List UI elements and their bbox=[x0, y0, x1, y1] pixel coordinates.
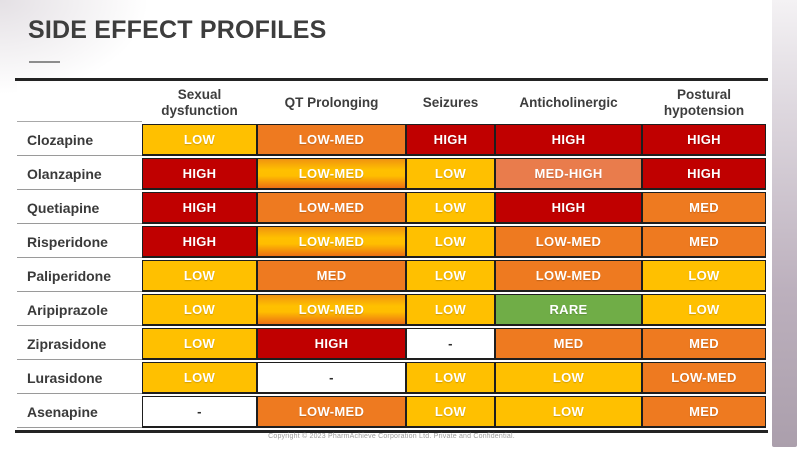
rating-cell: LOW bbox=[495, 362, 642, 394]
table-row: Quetiapine HIGH LOW-MED LOW HIGH MED bbox=[17, 192, 766, 224]
rating-cell: LOW bbox=[142, 328, 257, 360]
rating-cell: HIGH bbox=[257, 328, 406, 360]
rating-cell: MED bbox=[642, 192, 766, 224]
rating-cell: HIGH bbox=[642, 158, 766, 190]
table-row: Paliperidone LOW MED LOW LOW-MED LOW bbox=[17, 260, 766, 292]
corner-cell bbox=[17, 83, 142, 122]
rating-cell: LOW-MED bbox=[642, 362, 766, 394]
table-row: Ziprasidone LOW HIGH - MED MED bbox=[17, 328, 766, 360]
rating-cell: LOW bbox=[142, 260, 257, 292]
rating-cell: LOW-MED bbox=[257, 294, 406, 326]
rating-cell: MED bbox=[642, 328, 766, 360]
table-row: Clozapine LOW LOW-MED HIGH HIGH HIGH bbox=[17, 124, 766, 156]
column-header: QT Prolonging bbox=[257, 83, 406, 122]
rating-cell: - bbox=[142, 396, 257, 428]
rating-cell: LOW-MED bbox=[495, 226, 642, 258]
rating-cell: RARE bbox=[495, 294, 642, 326]
drug-name: Aripiprazole bbox=[17, 294, 142, 326]
page-title: SIDE EFFECT PROFILES bbox=[28, 16, 327, 44]
rating-cell: MED bbox=[642, 396, 766, 428]
rating-cell: LOW-MED bbox=[495, 260, 642, 292]
rating-cell: - bbox=[406, 328, 495, 360]
column-header: Anticholinergic bbox=[495, 83, 642, 122]
header-row: Sexual dysfunction QT Prolonging Seizures A… bbox=[17, 83, 766, 122]
drug-name: Paliperidone bbox=[17, 260, 142, 292]
footer-copyright: Copyright © 2023 PharmAchieve Corporatio… bbox=[268, 433, 515, 440]
rating-cell: MED bbox=[495, 328, 642, 360]
rating-cell: LOW bbox=[406, 260, 495, 292]
rating-cell: LOW bbox=[642, 260, 766, 292]
rating-cell: LOW-MED bbox=[257, 124, 406, 156]
rating-cell: LOW bbox=[142, 124, 257, 156]
rating-cell: LOW bbox=[142, 362, 257, 394]
title-underline bbox=[29, 61, 60, 63]
rating-cell: MED bbox=[257, 260, 406, 292]
rating-cell: LOW bbox=[406, 158, 495, 190]
table-row: Lurasidone LOW - LOW LOW LOW-MED bbox=[17, 362, 766, 394]
right-edge-decoration bbox=[772, 0, 797, 447]
rating-cell: LOW bbox=[406, 362, 495, 394]
table-row: Olanzapine HIGH LOW-MED LOW MED-HIGH HIGH bbox=[17, 158, 766, 190]
rating-cell: HIGH bbox=[142, 226, 257, 258]
rating-cell: HIGH bbox=[495, 192, 642, 224]
table-row: Asenapine - LOW-MED LOW LOW MED bbox=[17, 396, 766, 428]
rating-cell: HIGH bbox=[142, 192, 257, 224]
rating-cell: MED bbox=[642, 226, 766, 258]
rating-cell: LOW bbox=[642, 294, 766, 326]
drug-name: Lurasidone bbox=[17, 362, 142, 394]
rating-cell: LOW bbox=[406, 226, 495, 258]
rating-cell: LOW bbox=[406, 192, 495, 224]
rating-cell: LOW-MED bbox=[257, 226, 406, 258]
rating-cell: HIGH bbox=[142, 158, 257, 190]
drug-name: Olanzapine bbox=[17, 158, 142, 190]
rating-cell: HIGH bbox=[642, 124, 766, 156]
table-row: Risperidone HIGH LOW-MED LOW LOW-MED MED bbox=[17, 226, 766, 258]
rating-cell: LOW bbox=[406, 396, 495, 428]
drug-name: Risperidone bbox=[17, 226, 142, 258]
rating-cell: - bbox=[257, 362, 406, 394]
column-header: Postural hypotension bbox=[642, 83, 766, 122]
table-row: Aripiprazole LOW LOW-MED LOW RARE LOW bbox=[17, 294, 766, 326]
drug-name: Ziprasidone bbox=[17, 328, 142, 360]
data-table: Sexual dysfunction QT Prolonging Seizures A… bbox=[17, 81, 766, 430]
rating-cell: LOW bbox=[406, 294, 495, 326]
drug-name: Quetiapine bbox=[17, 192, 142, 224]
drug-name: Asenapine bbox=[17, 396, 142, 428]
column-header: Seizures bbox=[406, 83, 495, 122]
rating-cell: LOW-MED bbox=[257, 396, 406, 428]
rating-cell: LOW bbox=[142, 294, 257, 326]
rating-cell: LOW bbox=[495, 396, 642, 428]
rating-cell: HIGH bbox=[406, 124, 495, 156]
side-effect-profile-table: Sexual dysfunction QT Prolonging Seizures A… bbox=[15, 78, 768, 433]
column-header: Sexual dysfunction bbox=[142, 83, 257, 122]
rating-cell: LOW-MED bbox=[257, 192, 406, 224]
rating-cell: LOW-MED bbox=[257, 158, 406, 190]
rating-cell: HIGH bbox=[495, 124, 642, 156]
rating-cell: MED-HIGH bbox=[495, 158, 642, 190]
drug-name: Clozapine bbox=[17, 124, 142, 156]
